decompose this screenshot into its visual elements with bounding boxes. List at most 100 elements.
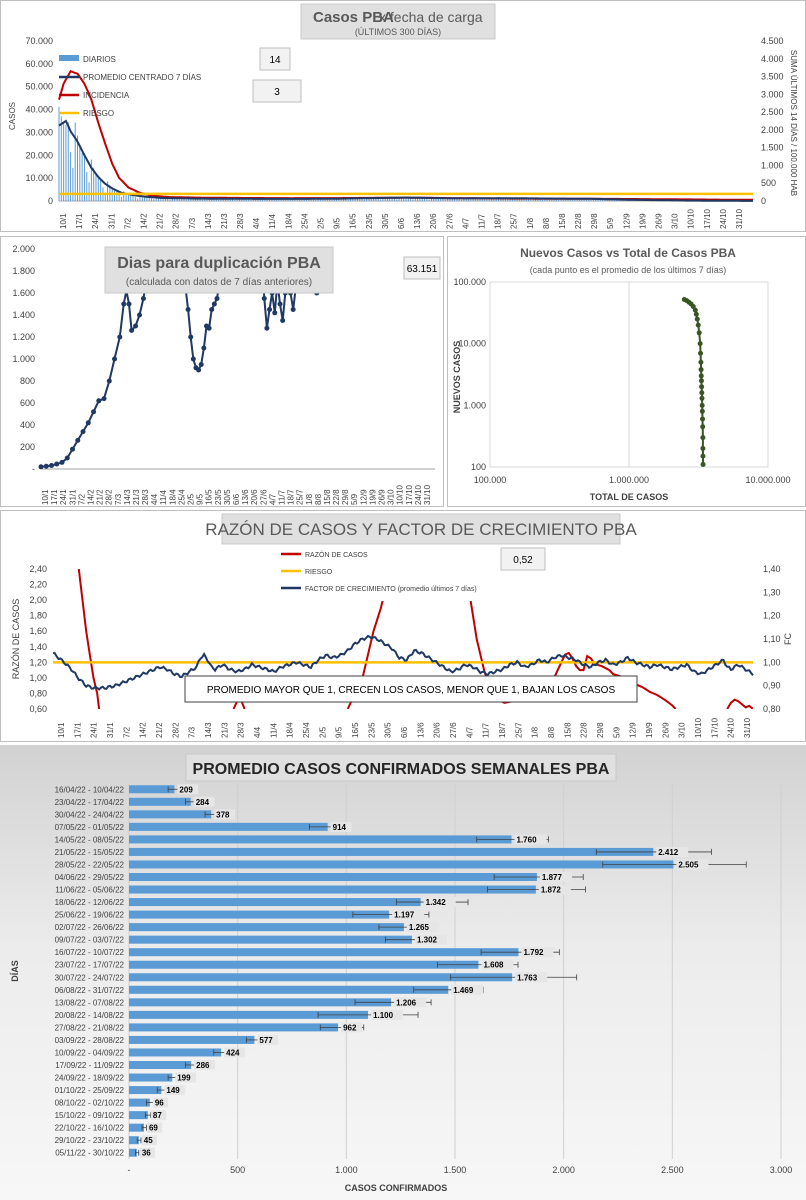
y2-tick-label: 0,80 xyxy=(763,704,781,714)
y-axis-label: CASOS xyxy=(8,102,17,130)
x-tick-label: 1/8 xyxy=(305,493,314,505)
x-tick-label: 9/5 xyxy=(335,726,344,738)
x-tick-label: 14/2 xyxy=(86,489,95,505)
duplicacion-point xyxy=(209,307,215,312)
y2-tick-label: 2.000 xyxy=(761,125,784,135)
x-tick-label: 21/3 xyxy=(132,489,141,505)
data-label: 87 xyxy=(153,1111,162,1120)
bar xyxy=(129,1023,339,1032)
x-tick-label: 30/5 xyxy=(381,213,390,229)
x-tick-label: 11/7 xyxy=(482,722,491,738)
x-tick-label: 4/7 xyxy=(268,493,277,505)
chart-subtitle: (cada punto es el promedio de los último… xyxy=(530,265,727,275)
chart-title: Nuevos Casos vs Total de Casos PBA xyxy=(520,246,736,260)
y-tick-label: 1,20 xyxy=(29,657,47,667)
data-label: 1.342 xyxy=(426,898,447,907)
category-label: 29/10/22 - 23/10/22 xyxy=(55,1136,125,1145)
y-tick-label: 1,40 xyxy=(29,642,47,652)
x-tick-label: 11/7 xyxy=(277,489,286,505)
x-tick-label: 31/1 xyxy=(107,213,116,229)
y2-axis-label: SUMA ÚLTIMOS 14 DÍAS / 100.000 HAB xyxy=(789,50,798,196)
data-label-bg xyxy=(521,947,554,958)
duplicacion-point xyxy=(117,334,123,340)
y-tick-label: 2.000 xyxy=(12,244,35,254)
legend-label: PROMEDIO CENTRADO 7 DÍAS xyxy=(83,73,201,82)
y-tick-label: 10.000 xyxy=(458,339,486,349)
panel-semanales: PROMEDIO CASOS CONFIRMADOS SEMANALES PBA… xyxy=(0,745,806,1200)
scatter-point xyxy=(700,424,706,430)
y2-tick-label: 0 xyxy=(761,196,766,206)
data-label-bg xyxy=(224,1047,245,1058)
data-label-bg xyxy=(177,784,199,795)
y2-tick-label: 1.000 xyxy=(761,160,784,170)
duplicacion-point xyxy=(137,312,142,318)
scatter-point xyxy=(700,453,706,459)
data-label-bg xyxy=(152,1097,169,1108)
duplicacion-point xyxy=(280,318,286,323)
data-label-bg xyxy=(141,1135,157,1146)
x-tick-label: 19/9 xyxy=(638,213,647,229)
y-tick-label: 40.000 xyxy=(25,105,53,115)
x-tick-label: 11/4 xyxy=(268,213,277,229)
y-tick-label: 0,60 xyxy=(29,704,47,714)
scatter-point xyxy=(700,461,706,467)
x-axis-label: TOTAL DE CASOS xyxy=(590,492,669,502)
scatter-point xyxy=(698,378,704,384)
duplicacion-point xyxy=(261,296,267,301)
y-tick-label: 1,60 xyxy=(29,626,47,636)
x-tick-label: 3/10 xyxy=(671,213,680,229)
category-label: 23/04/22 - 17/04/22 xyxy=(55,798,125,807)
data-label-bg xyxy=(146,1122,163,1133)
chart-title: Dias para duplicación PBA xyxy=(117,255,321,272)
x-tick-label: 28/3 xyxy=(236,213,245,229)
y-tick-label: 70.000 xyxy=(25,36,53,46)
y-tick-label: 1.000 xyxy=(12,354,35,364)
x-tick-label: 2.000 xyxy=(552,1165,575,1175)
x-tick-label: 9/5 xyxy=(196,493,205,505)
x-tick-label: 23/5 xyxy=(365,213,374,229)
data-label-bg xyxy=(341,1022,362,1033)
x-tick-label: 18/4 xyxy=(284,213,293,229)
incidencia-line xyxy=(58,69,753,201)
x-tick-label: 21/3 xyxy=(220,213,229,229)
panel-duplicacion: - 200 400 600 800 1.000 1.200 1.400 1.600 1.800 2.… xyxy=(0,236,444,507)
duplicacion-point xyxy=(101,396,107,402)
x-tick-label: 29/8 xyxy=(590,213,599,229)
bar xyxy=(129,835,512,844)
x-tick-label: 20/6 xyxy=(433,722,442,738)
duplicacion-point xyxy=(188,334,194,340)
bar xyxy=(129,1073,173,1082)
data-label: 96 xyxy=(155,1099,164,1108)
scatter-point xyxy=(699,384,705,390)
data-label-bg xyxy=(164,1085,186,1096)
y2-tick-label: 1.500 xyxy=(761,143,784,153)
y-tick-label: 1.600 xyxy=(12,288,35,298)
data-label: 1.760 xyxy=(517,835,538,844)
y-tick-label: 2,40 xyxy=(29,564,47,574)
legend-label: INCIDENCIA xyxy=(83,91,130,100)
y-tick-label: 50.000 xyxy=(25,82,53,92)
chart-subtitle: (calculada con datos de 7 días anteriore… xyxy=(126,277,312,288)
duplicacion-point xyxy=(112,356,118,362)
category-label: 18/06/22 - 12/06/22 xyxy=(55,898,125,907)
scatter-point xyxy=(700,435,706,441)
value-box-text: 3 xyxy=(274,87,280,98)
razon-line xyxy=(726,698,753,709)
x-tick-label: 31/10 xyxy=(743,717,752,738)
data-label-bg xyxy=(175,1072,197,1083)
title-box xyxy=(185,753,617,782)
data-label-bg xyxy=(394,997,427,1008)
duplicacion-point xyxy=(126,301,132,307)
y-tick-label: 1.000 xyxy=(463,400,486,410)
duplicacion-point xyxy=(85,420,91,426)
bar xyxy=(129,822,328,831)
duplicacion-point xyxy=(140,296,146,301)
data-label: 284 xyxy=(196,798,210,807)
x-tick-label: 4/7 xyxy=(465,726,474,738)
x-tick-label: 5/9 xyxy=(606,217,615,229)
chart-razon: RAZÓN DE CASOS Y FACTOR DE CRECIMIENTO P… xyxy=(11,513,793,738)
x-tick-label: 14/2 xyxy=(139,213,148,229)
x-tick-label: 28/2 xyxy=(171,722,180,738)
bar xyxy=(129,923,404,932)
y-tick-label: 1,80 xyxy=(29,611,47,621)
